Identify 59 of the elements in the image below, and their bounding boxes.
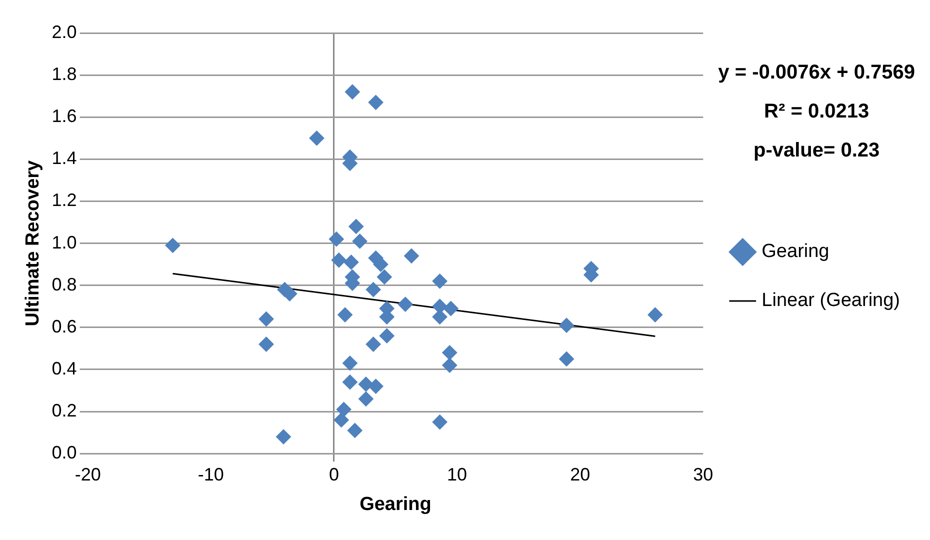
y-tick-label: 0.0 bbox=[52, 442, 77, 463]
point bbox=[368, 378, 384, 394]
point bbox=[398, 296, 413, 312]
y-tick-label: 2.0 bbox=[52, 22, 77, 42]
x-tick-label: -20 bbox=[74, 464, 101, 484]
point bbox=[404, 248, 419, 264]
point bbox=[352, 234, 368, 249]
point bbox=[442, 358, 458, 373]
point bbox=[559, 318, 574, 333]
point bbox=[342, 374, 358, 390]
y-axis-title: Ultimate Recovery bbox=[22, 160, 44, 326]
y-tick-label: 0.2 bbox=[52, 400, 77, 421]
point bbox=[432, 274, 448, 289]
point bbox=[258, 312, 274, 327]
point bbox=[373, 256, 388, 272]
y-tick-label: 1.6 bbox=[52, 106, 77, 126]
text: R² = 0.0213 bbox=[764, 100, 870, 123]
point bbox=[276, 429, 291, 444]
point bbox=[338, 307, 353, 322]
x-tick-label: 10 bbox=[447, 464, 468, 484]
point bbox=[442, 345, 458, 360]
point bbox=[368, 94, 384, 110]
point bbox=[331, 252, 346, 268]
point bbox=[379, 328, 394, 344]
x-tick-label: 20 bbox=[570, 464, 590, 484]
y-tick-label: 0.6 bbox=[52, 316, 77, 336]
point bbox=[559, 351, 574, 366]
point bbox=[344, 84, 360, 100]
y-tick-label: 1.4 bbox=[52, 148, 77, 168]
text: p-value= 0.23 bbox=[753, 140, 880, 162]
point bbox=[348, 218, 364, 234]
point bbox=[366, 336, 381, 352]
x-tick-label: -10 bbox=[198, 464, 224, 484]
x-tick-label: 0 bbox=[328, 464, 339, 484]
legend-label: Gearing bbox=[762, 241, 830, 262]
point bbox=[347, 422, 362, 438]
point bbox=[344, 254, 359, 270]
point bbox=[366, 282, 381, 298]
point bbox=[358, 391, 374, 406]
point bbox=[309, 130, 324, 146]
x-tick-label: 30 bbox=[693, 464, 714, 484]
point bbox=[258, 336, 274, 352]
y-tick-label: 1.8 bbox=[52, 64, 77, 84]
point bbox=[165, 238, 180, 253]
point bbox=[376, 269, 392, 284]
y-tick-label: 0.4 bbox=[52, 358, 77, 378]
y-tick-label: 1.2 bbox=[52, 190, 77, 210]
point bbox=[648, 307, 663, 322]
point bbox=[342, 356, 358, 371]
point bbox=[328, 232, 344, 247]
point bbox=[336, 402, 352, 417]
point bbox=[443, 300, 458, 316]
y-tick-label: 1.0 bbox=[52, 232, 77, 252]
point bbox=[334, 412, 349, 428]
legend-label: Linear (Gearing) bbox=[762, 290, 900, 312]
x-axis-title: Gearing bbox=[360, 494, 432, 515]
text: y = -0.0076x + 0.7569 bbox=[718, 62, 915, 84]
point bbox=[432, 414, 448, 430]
y-tick-label: 0.8 bbox=[52, 274, 77, 294]
